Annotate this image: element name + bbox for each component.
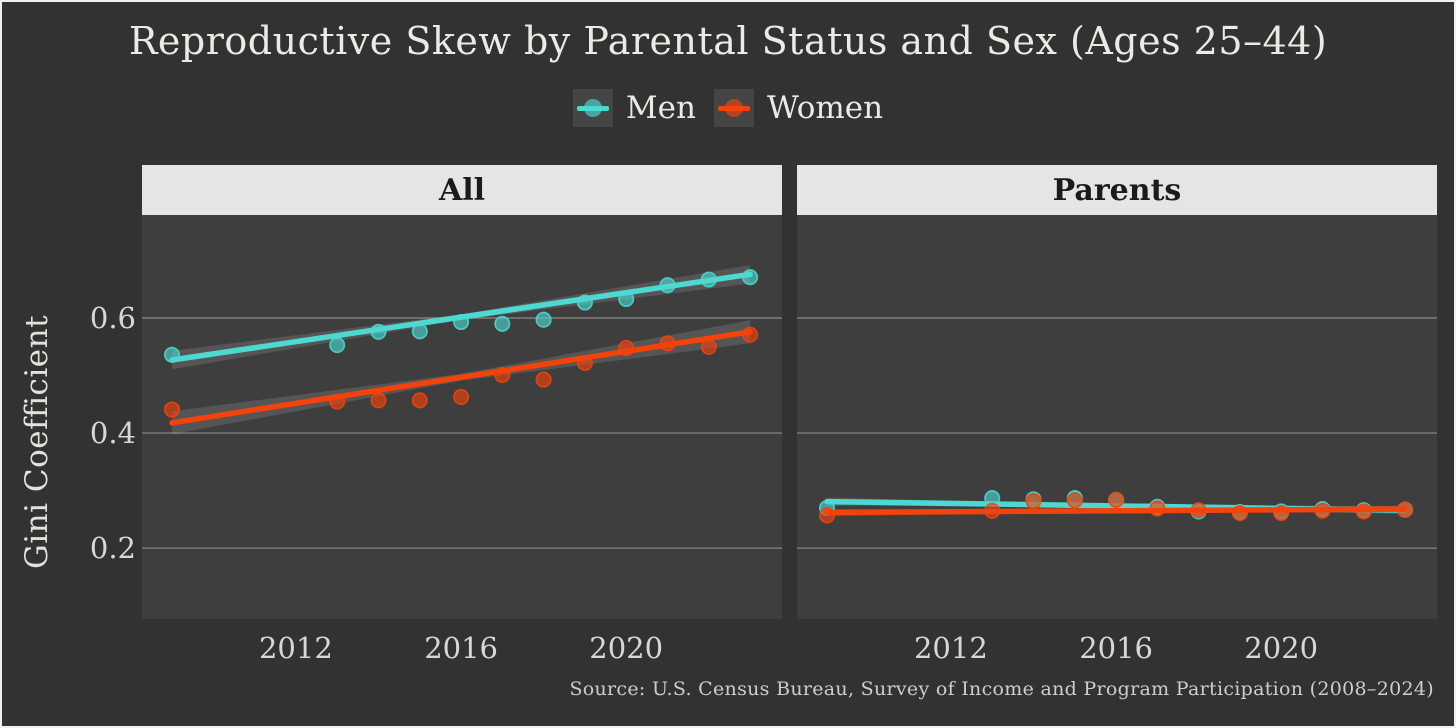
panel-parents bbox=[797, 215, 1437, 619]
data-point bbox=[1066, 492, 1083, 509]
legend-item-men: Men bbox=[572, 89, 696, 127]
trend-line bbox=[169, 271, 753, 363]
x-axis-tick-labels-all: 2012 2016 2020 bbox=[142, 619, 782, 665]
legend-key-women bbox=[713, 89, 754, 127]
legend-key-men bbox=[572, 89, 613, 127]
data-point bbox=[1025, 492, 1042, 510]
x-tick-label: 2016 bbox=[1079, 631, 1153, 665]
trend-line bbox=[824, 506, 1408, 516]
women-point-swatch bbox=[724, 99, 743, 117]
data-point bbox=[453, 388, 470, 405]
data-point bbox=[494, 315, 511, 332]
men-point-swatch bbox=[583, 99, 602, 117]
data-point bbox=[535, 311, 552, 328]
data-point bbox=[163, 401, 181, 418]
legend-label-women: Women bbox=[766, 90, 884, 126]
legend-label-men: Men bbox=[625, 90, 696, 126]
x-tick-label: 2016 bbox=[424, 631, 498, 665]
facet-strip-parents: Parents bbox=[797, 165, 1437, 215]
y-tick-label: 0.4 bbox=[89, 416, 136, 451]
data-point bbox=[535, 371, 552, 388]
x-axis-tick-labels-parents: 2012 2016 2020 bbox=[797, 619, 1437, 665]
x-tick-label: 2012 bbox=[258, 631, 333, 665]
x-tick-label: 2020 bbox=[1244, 631, 1319, 665]
facet-parents: Parents 2012 2016 2020 bbox=[797, 165, 1437, 665]
facet-strip-all: All bbox=[142, 165, 782, 215]
x-tick-label: 2020 bbox=[589, 631, 664, 665]
x-tick-label: 2012 bbox=[913, 631, 988, 665]
legend: Men Women bbox=[2, 88, 1454, 128]
y-axis-tick-labels: 0.6 0.4 0.2 bbox=[2, 215, 136, 619]
data-point bbox=[1108, 491, 1125, 508]
chart-title: Reproductive Skew by Parental Status and… bbox=[128, 19, 1328, 63]
trend-line bbox=[169, 329, 753, 426]
data-point bbox=[370, 392, 387, 409]
data-point bbox=[329, 337, 346, 354]
y-tick-label: 0.2 bbox=[89, 531, 136, 566]
data-point bbox=[411, 392, 428, 409]
facet-all: All 2012 2016 2020 bbox=[142, 165, 782, 665]
source-caption: Source: U.S. Census Bureau, Survey of In… bbox=[569, 678, 1434, 700]
y-tick-label: 0.6 bbox=[89, 301, 136, 335]
panel-all bbox=[142, 215, 782, 619]
legend-item-women: Women bbox=[713, 89, 884, 127]
